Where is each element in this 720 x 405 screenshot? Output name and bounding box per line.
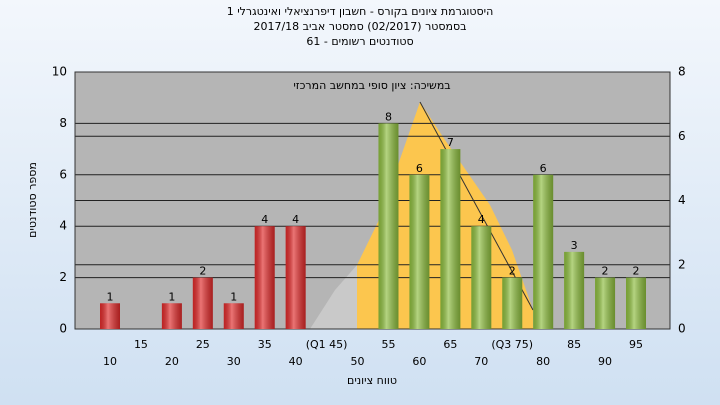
y-tick-label: 8 bbox=[59, 116, 67, 130]
x-tick-label: 10 bbox=[103, 355, 117, 368]
x-axis-label: טווח ציונים bbox=[347, 374, 397, 387]
value-label: 1 bbox=[107, 290, 114, 303]
chart-title: היסטוגרמת ציונים בקורס - חשבון דיפרנציאל… bbox=[227, 5, 494, 18]
y-tick-label: 0 bbox=[59, 322, 67, 336]
y-tick-label: 2 bbox=[59, 270, 67, 284]
x-tick-label: 20 bbox=[165, 355, 179, 368]
value-label: 2 bbox=[509, 265, 516, 278]
q1-region bbox=[310, 265, 357, 329]
x-tick-label: 30 bbox=[227, 355, 241, 368]
x-tick-label: 70 bbox=[474, 355, 488, 368]
bar-shade bbox=[192, 277, 213, 329]
value-label: 4 bbox=[292, 213, 299, 226]
chart-subtitle: סטודנטים רשומים - 61 bbox=[306, 35, 413, 48]
bar-shade bbox=[254, 226, 275, 329]
value-label: 4 bbox=[261, 213, 268, 226]
y2-tick-label: 4 bbox=[678, 193, 686, 207]
bar-shade bbox=[502, 277, 523, 329]
bar-shade bbox=[285, 226, 306, 329]
value-label: 2 bbox=[602, 265, 609, 278]
y2-tick-label: 6 bbox=[678, 129, 686, 143]
value-label: 1 bbox=[168, 290, 175, 303]
x-tick-label: 55 bbox=[381, 338, 395, 351]
value-label: 3 bbox=[571, 239, 578, 252]
value-label: 2 bbox=[633, 265, 640, 278]
value-label: 1 bbox=[230, 290, 237, 303]
y-tick-label: 6 bbox=[59, 167, 67, 181]
value-label: 2 bbox=[199, 265, 206, 278]
bar-shade bbox=[161, 303, 182, 329]
y-tick-label: 10 bbox=[52, 65, 67, 79]
bar-shade bbox=[100, 303, 120, 329]
x-tick-label: 40 bbox=[289, 355, 303, 368]
x-tick-label: 60 bbox=[412, 355, 426, 368]
bar-shade bbox=[440, 149, 461, 329]
x-tick-label: 80 bbox=[536, 355, 550, 368]
x-tick-label: (Q3 75) bbox=[491, 338, 533, 351]
x-tick-label: 50 bbox=[351, 355, 365, 368]
x-tick-label: 25 bbox=[196, 338, 210, 351]
bar-shade bbox=[409, 174, 430, 329]
y2-tick-label: 8 bbox=[678, 65, 686, 79]
bar-shade bbox=[533, 174, 554, 329]
chart-subtitle: בסמסטר (02/2017) סמסטר אביב 2017/18 bbox=[253, 20, 466, 33]
y2-tick-label: 2 bbox=[678, 257, 686, 271]
x-tick-label: 95 bbox=[629, 338, 643, 351]
x-tick-label: 35 bbox=[258, 338, 272, 351]
annotation: במשיכה: ציון סופי במחשב המרכזי bbox=[293, 79, 450, 92]
bar-shade bbox=[595, 277, 616, 329]
value-label: 6 bbox=[416, 162, 423, 175]
bar-shade bbox=[626, 277, 646, 329]
value-label: 6 bbox=[540, 162, 547, 175]
x-tick-label: 85 bbox=[567, 338, 581, 351]
bar-shade bbox=[378, 123, 399, 330]
x-tick-label: 15 bbox=[134, 338, 148, 351]
x-tick-label: (Q1 45) bbox=[306, 338, 348, 351]
x-tick-label: 90 bbox=[598, 355, 612, 368]
bar-shade bbox=[564, 251, 585, 329]
x-tick-label: 65 bbox=[443, 338, 457, 351]
value-label: 7 bbox=[447, 136, 454, 149]
value-label: 8 bbox=[385, 110, 392, 123]
bar-shade bbox=[223, 303, 244, 329]
y-tick-label: 4 bbox=[59, 219, 67, 233]
bar-shade bbox=[471, 226, 492, 329]
y2-tick-label: 0 bbox=[678, 322, 686, 336]
y-axis-label: מספר סטודנטים bbox=[26, 162, 39, 238]
value-label: 4 bbox=[478, 213, 485, 226]
plot-border bbox=[74, 71, 671, 330]
